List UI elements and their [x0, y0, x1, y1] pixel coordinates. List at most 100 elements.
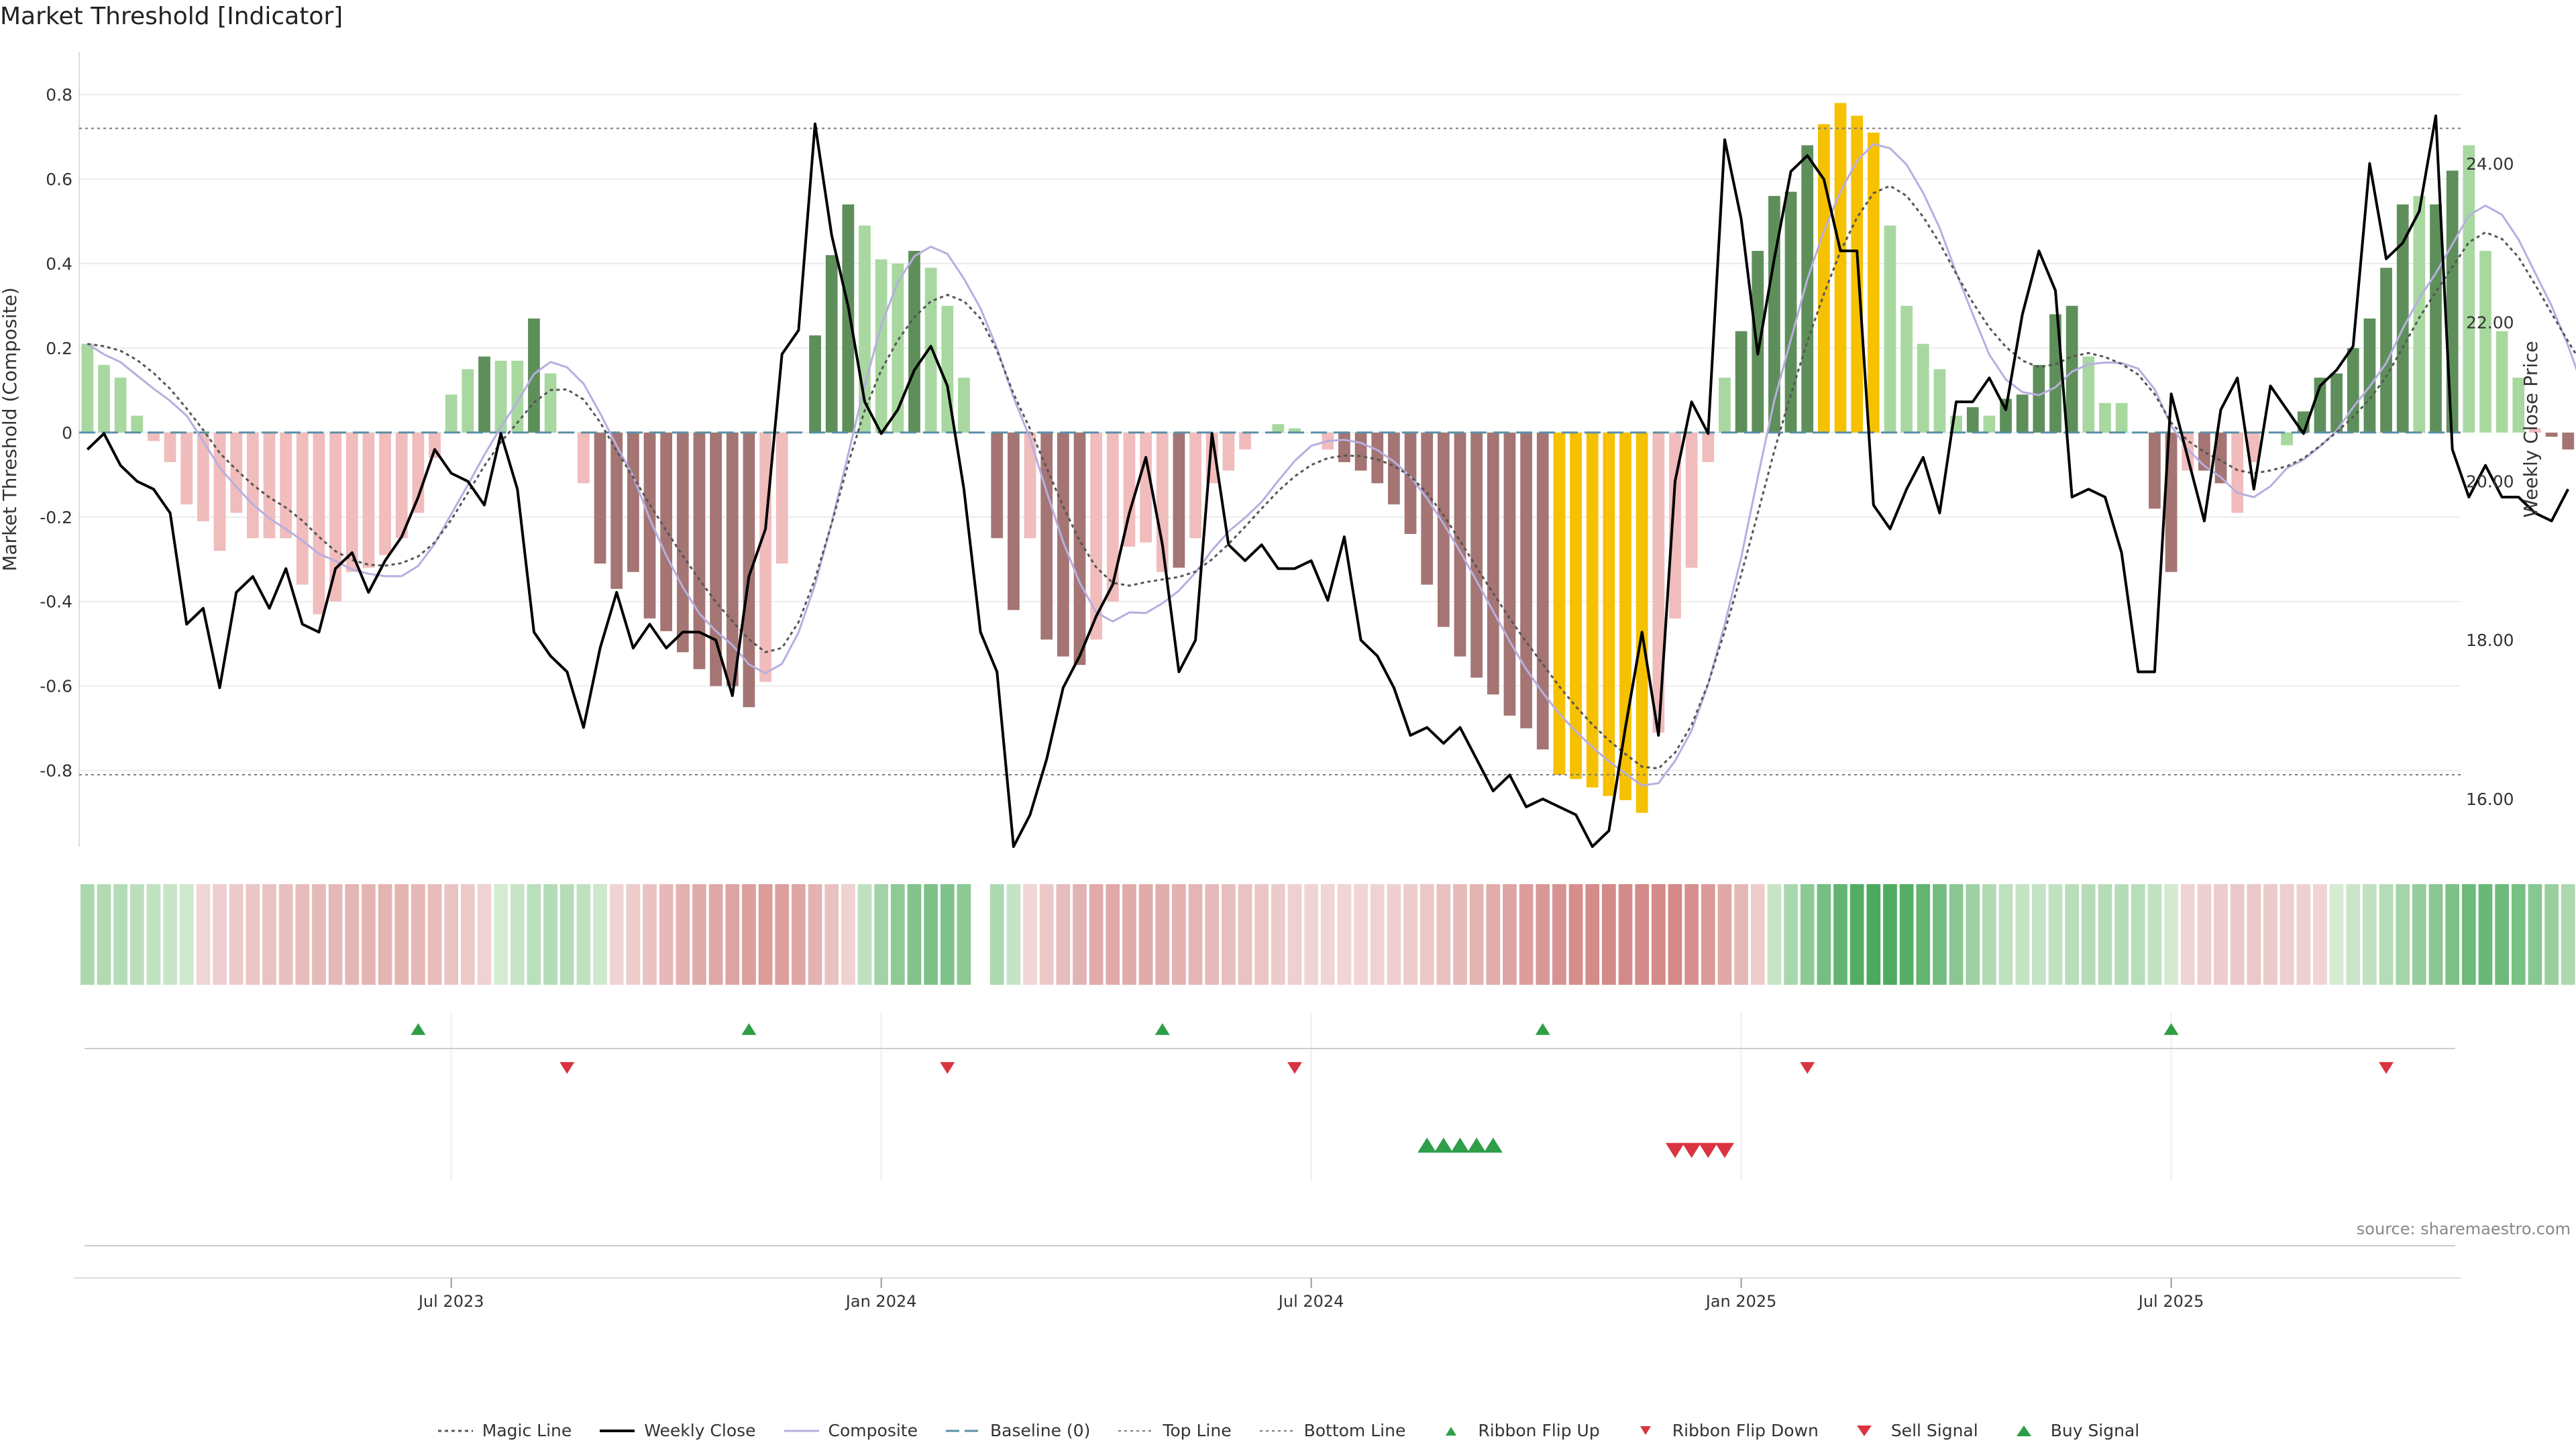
composite-bar [1834, 103, 1847, 433]
y-left-tick-label: -0.2 [40, 508, 72, 527]
composite-bar [2347, 347, 2359, 433]
composite-bar [2231, 432, 2244, 513]
legend-label: Buy Signal [2050, 1421, 2140, 1440]
composite-bar [1702, 432, 1715, 462]
ribbon-tile [1138, 884, 1153, 985]
composite-bar [1685, 432, 1698, 568]
composite-bar [478, 356, 490, 433]
composite-bar [1719, 377, 1731, 433]
right-axis-label: Weekly Close Price [2520, 341, 2542, 517]
ribbon-tile [295, 884, 310, 985]
ribbon-tile [609, 884, 624, 985]
ribbon-tile [196, 884, 211, 985]
ribbon-tile [328, 884, 343, 985]
composite-bar [610, 432, 623, 589]
composite-bar [2214, 432, 2227, 484]
ribbon-tile [2114, 884, 2129, 985]
ribbon-tile [1866, 884, 1881, 985]
composite-bar [511, 360, 524, 433]
composite-bar [345, 432, 358, 572]
sell-signal-marker [1665, 1142, 1684, 1159]
ribbon-tile [2296, 884, 2311, 985]
composite-bar [2396, 204, 2409, 433]
legend-item: Top Line [1117, 1421, 1232, 1440]
ribbon-tile [2098, 884, 2112, 985]
ribbon-tile [659, 884, 674, 985]
composite-bar [1140, 432, 1152, 543]
ribbon-tile [2412, 884, 2426, 985]
ribbon-tile [1287, 884, 1302, 985]
magic-line [87, 184, 2576, 770]
sell-signal-marker [1682, 1142, 1701, 1159]
composite-bar [1752, 251, 1764, 433]
composite-bar [313, 432, 325, 614]
ribbon-tile [1304, 884, 1318, 985]
composite-bar [1156, 432, 1169, 572]
ribbon-tile [1320, 884, 1335, 985]
y-right-tick-label: 18.00 [2466, 631, 2514, 650]
composite-bar [908, 251, 920, 433]
ribbon-tile [2164, 884, 2178, 985]
weekly-close-line [86, 114, 2569, 848]
composite-bar [412, 432, 425, 513]
composite-bar [230, 432, 243, 513]
composite-bar [379, 432, 391, 555]
composite-bar [81, 343, 94, 433]
composite-bar [1487, 432, 1499, 695]
composite-bar [875, 259, 888, 433]
ribbon-tile [2511, 884, 2526, 985]
ribbon-tile [1734, 884, 1748, 985]
legend-label: Bottom Line [1303, 1421, 1406, 1440]
ribbon-tile [1817, 884, 1831, 985]
ribbon-tile [1899, 884, 1914, 985]
ribbon-tile [1106, 884, 1120, 985]
composite-bar [2430, 204, 2442, 433]
ribbon-tile [2263, 884, 2277, 985]
composite-bar [1503, 432, 1516, 716]
ribbon-tile [708, 884, 723, 985]
legend-item: Ribbon Flip Down [1627, 1421, 1819, 1440]
series-lines [79, 114, 2576, 848]
ribbon-tile [725, 884, 740, 985]
legend-symbol [945, 1430, 981, 1432]
ribbon-tile [1453, 884, 1467, 985]
ribbon-tile [1155, 884, 1170, 985]
y-left-tick-label: 0.8 [46, 85, 72, 105]
ribbon-tile [824, 884, 839, 985]
ribbon-tile [1750, 884, 1765, 985]
ribbon-tile [494, 884, 508, 985]
ribbon-tile [1073, 884, 1087, 985]
composite-bar [362, 432, 375, 568]
composite-bar [1090, 432, 1103, 640]
composite-bar [1867, 132, 1880, 433]
ribbon-flip-down-marker [1800, 1062, 1815, 1074]
ribbon-tile [1387, 884, 1401, 985]
composite-bar [2198, 432, 2210, 471]
ribbon-tile [1222, 884, 1236, 985]
ribbon-tile [1784, 884, 1798, 985]
legend-symbol [600, 1429, 635, 1432]
ribbon-flip-up-marker [1155, 1023, 1170, 1035]
legend-label: Ribbon Flip Up [1478, 1421, 1600, 1440]
y-left-tick-label: 0.6 [46, 170, 72, 189]
ribbon-tile [345, 884, 360, 985]
composite-bar [494, 360, 507, 433]
ribbon-tile [1436, 884, 1451, 985]
ribbon-tile [1635, 884, 1650, 985]
ribbon-flip-down-marker [1287, 1062, 1302, 1074]
ribbon-tile [1469, 884, 1484, 985]
ribbon-tile [1568, 884, 1583, 985]
ribbon-tile [1536, 884, 1550, 985]
composite-bar [2033, 365, 2045, 433]
composite-bar [1024, 432, 1036, 539]
ribbon-tile [2247, 884, 2261, 985]
composite-bar [280, 432, 292, 539]
ribbon-tile [1337, 884, 1352, 985]
legend-symbol [1259, 1430, 1295, 1432]
ribbon-tile [1503, 884, 1517, 985]
y-right-tick-label: 16.00 [2466, 790, 2514, 809]
ribbon-tile [957, 884, 971, 985]
ribbon-tile [1089, 884, 1104, 985]
composite-bar [1173, 432, 1185, 568]
sell-signal-marker [1715, 1142, 1734, 1159]
